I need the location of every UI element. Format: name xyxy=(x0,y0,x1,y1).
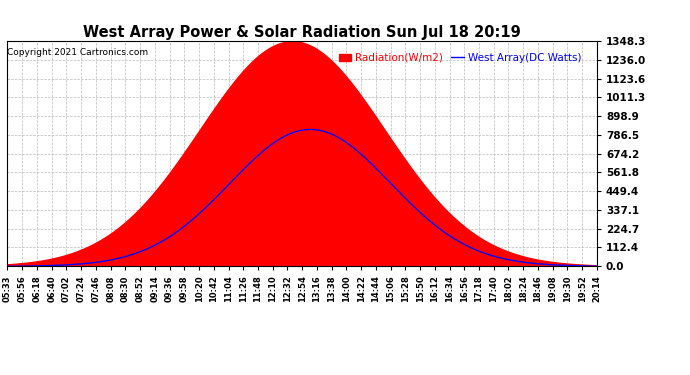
Legend: Radiation(W/m2), West Array(DC Watts): Radiation(W/m2), West Array(DC Watts) xyxy=(335,49,586,67)
Text: Copyright 2021 Cartronics.com: Copyright 2021 Cartronics.com xyxy=(8,48,148,57)
Title: West Array Power & Solar Radiation Sun Jul 18 20:19: West Array Power & Solar Radiation Sun J… xyxy=(83,25,521,40)
